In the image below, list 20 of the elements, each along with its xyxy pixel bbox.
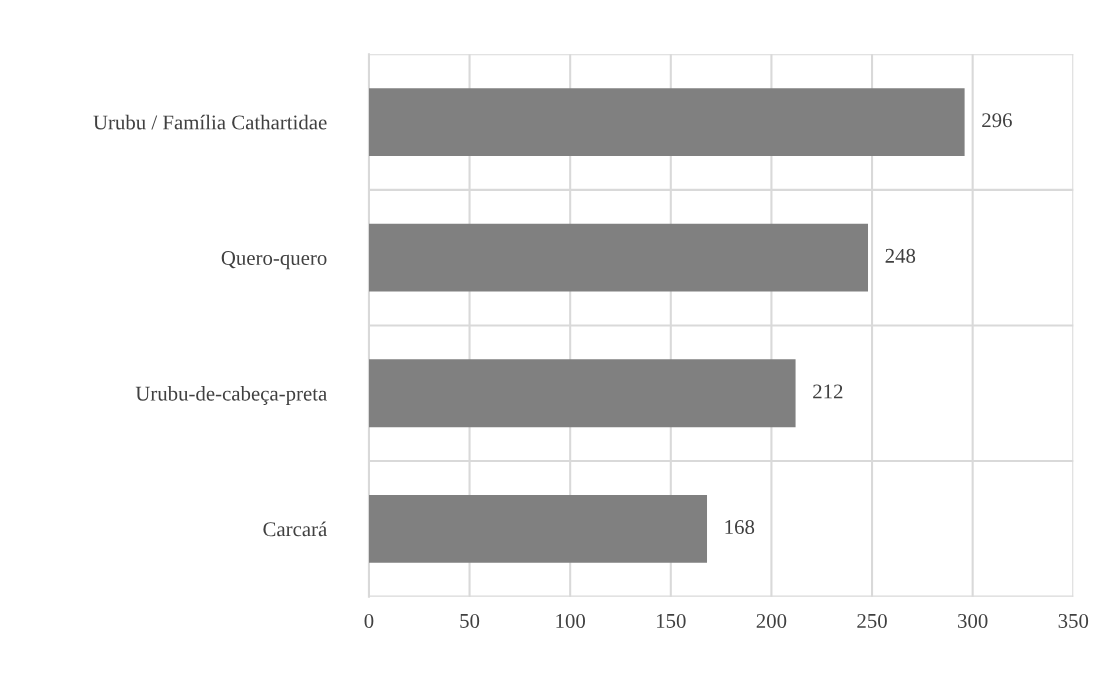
y-tick-label: Quero-quero [221,251,327,270]
x-tick-label: 100 [556,613,586,628]
x-tick-label: 350 [1058,613,1089,628]
x-tick-label: 50 [460,613,480,628]
bar [368,88,965,156]
x-tick-label: 300 [958,613,988,628]
data-label: 296 [982,113,1012,128]
bar [368,223,869,292]
y-tick-label: Urubu / Família Cathartidae [93,114,327,130]
x-tick-label: 250 [857,613,887,628]
y-tick-label: Carcará [263,521,327,537]
x-tick-label: 150 [657,613,686,628]
data-label: 212 [813,384,843,399]
x-tick-label: 200 [756,613,787,628]
x-tick-label: 0 [364,613,374,628]
data-label: 248 [885,248,916,263]
y-tick-label: Urubu-de-cabeça-preta [135,386,327,405]
data-label: 168 [725,520,755,535]
bar [368,359,796,428]
bar [368,494,708,563]
